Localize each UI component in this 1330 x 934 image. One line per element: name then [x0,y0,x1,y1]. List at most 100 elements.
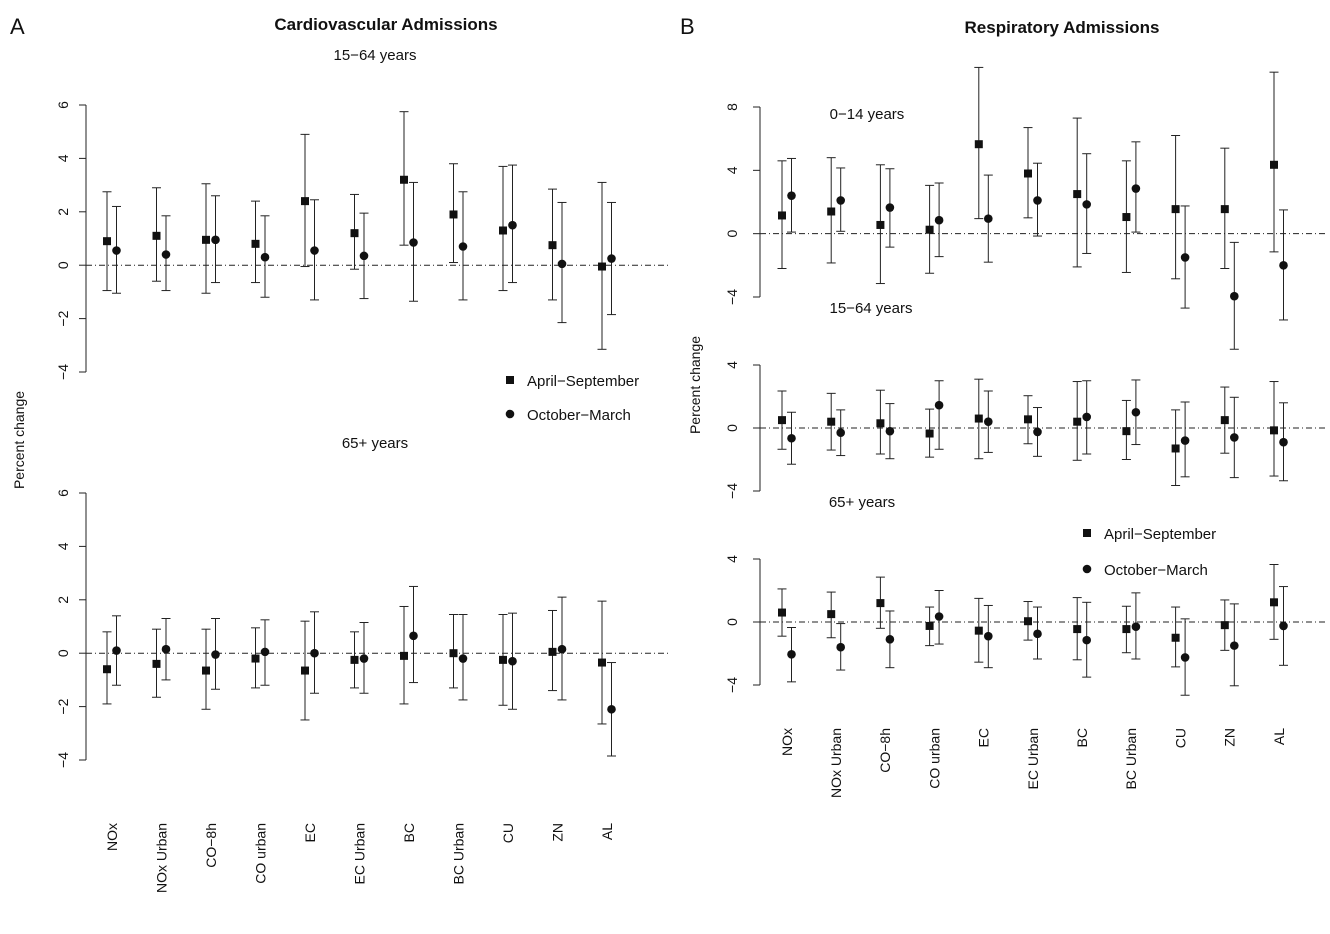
point-marker-circle [1131,622,1141,632]
point-marker-circle [1131,407,1141,417]
point-marker-circle [1033,629,1042,639]
legend-square-marker [506,376,514,384]
category-label: BC Urban [450,823,466,884]
subplot: 15−64 years −4 0 4 [724,300,1328,499]
category-label: EC [302,823,318,842]
y-tick-label: 6 [55,101,71,109]
y-tick-label: 4 [724,555,740,563]
point-marker-circle [310,648,319,658]
point-marker-square [1122,427,1131,436]
subplot-title: 65+ years [829,494,895,511]
panel-b-label: B [680,14,695,39]
point-marker-square [1270,160,1278,169]
point-marker-square [548,647,557,656]
y-tick-label: −2 [55,698,71,714]
point-marker-circle [984,417,993,427]
series-october-march [112,164,616,324]
point-marker-square [876,220,885,229]
y-tick-label: 2 [55,208,71,216]
point-marker-square [827,610,836,619]
category-label: CU [500,823,516,843]
point-marker-circle [1230,291,1239,301]
point-marker-circle [787,649,796,659]
point-marker-circle [409,238,418,247]
point-marker-circle [211,235,220,245]
point-marker-square [598,658,606,667]
subplot: 65+ years −4 0 4 NOx NOx Urban CO−8h CO urban EC… [724,494,1328,798]
point-marker-circle [310,246,319,255]
category-label: BC [1074,728,1090,747]
point-marker-square [400,175,408,184]
plots: 15−64 years −4 −2 0 2 4 6 65+ years −4 −2 0 2 4 6 NOx N… [55,47,1328,893]
series-april-september [777,378,1279,486]
point-marker-square [103,665,111,674]
series-april-september [102,111,607,350]
point-marker-square [251,239,260,248]
point-marker-circle [1230,433,1239,442]
category-label: CO−8h [203,823,219,868]
point-marker-circle [885,426,895,436]
point-marker-square [1171,444,1180,453]
category-label: AL [1271,728,1287,745]
point-marker-circle [1180,653,1190,662]
series-october-march [787,379,1288,482]
point-marker-square [1024,169,1032,178]
point-marker-circle [260,252,270,262]
legend-april: April−September [1104,526,1216,543]
y-tick-label: 4 [55,154,71,162]
point-marker-circle [787,191,796,200]
point-marker-circle [260,647,270,657]
point-marker-square [827,207,836,216]
point-marker-circle [458,242,468,251]
category-label: ZN [549,823,565,842]
y-tick-label: 4 [724,166,740,174]
category-label: NOx Urban [153,823,169,893]
y-tick-label: 2 [55,596,71,604]
point-marker-square [499,655,507,664]
point-marker-square [1122,625,1131,634]
category-label: CO urban [926,728,942,789]
point-marker-square [778,416,786,425]
point-marker-circle [885,635,895,644]
panel-a-title: Cardiovascular Admissions [274,15,497,34]
subplot-title: 15−64 years [830,300,913,317]
category-label: EC Urban [351,823,367,884]
point-marker-circle [984,631,993,641]
legend-october: October−March [527,407,631,424]
point-marker-circle [112,246,121,255]
point-marker-square [876,419,885,428]
point-marker-square [152,659,161,668]
point-marker-square [925,225,934,234]
series-october-march [787,141,1288,350]
subplot: 15−64 years −4 −2 0 2 4 6 [55,47,670,380]
point-marker-square [1171,205,1180,214]
panel-a-ylabel: Percent change [11,391,27,489]
subplot-title: 65+ years [342,435,408,452]
point-marker-circle [211,650,220,659]
point-marker-square [548,241,557,250]
y-tick-label: 0 [724,618,740,626]
y-tick-label: 0 [724,230,740,238]
point-marker-square [1073,190,1082,199]
point-marker-square [202,235,210,244]
point-marker-circle [1180,436,1190,445]
point-marker-circle [161,644,171,654]
subplot-title: 0−14 years [830,106,905,123]
point-marker-circle [607,704,616,714]
category-label: CU [1172,728,1188,748]
point-marker-circle [934,612,944,621]
legend-square-marker [1083,529,1091,537]
point-marker-square [301,197,309,206]
point-marker-circle [508,656,517,666]
point-marker-square [974,140,983,149]
point-marker-circle [1082,412,1091,422]
point-marker-circle [787,433,796,443]
legend-april: April−September [527,373,639,390]
point-marker-square [778,608,786,617]
point-marker-square [1024,617,1032,626]
point-marker-circle [112,646,121,655]
point-marker-square [925,621,934,630]
point-marker-square [598,262,606,271]
panel-b-title: Respiratory Admissions [965,18,1160,37]
y-tick-label: 0 [55,649,71,657]
